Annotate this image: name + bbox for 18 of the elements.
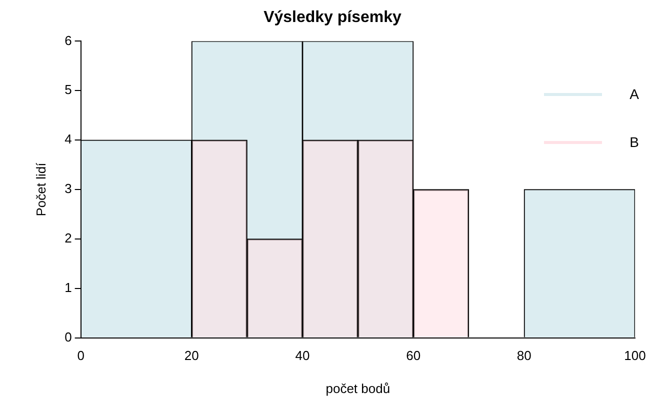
x-tick-label: 0: [77, 348, 84, 364]
legend-label: A: [630, 86, 639, 102]
y-tick-label: 2: [64, 230, 72, 246]
y-tick-label: 4: [64, 132, 72, 147]
x-axis-title: počet bodů: [326, 380, 390, 396]
y-tick-label: 1: [64, 280, 72, 295]
x-tick-label: 40: [295, 348, 310, 364]
chart-title: Výsledky písemky: [264, 9, 402, 26]
x-tick-label: 80: [516, 348, 532, 364]
y-tick-label: 3: [64, 181, 72, 196]
y-tick-label: 6: [64, 32, 72, 48]
legend-label: B: [630, 134, 639, 150]
y-axis-title: Počet lidí: [33, 162, 48, 216]
x-tick-label: 20: [184, 348, 199, 364]
x-tick-label: 100: [624, 348, 646, 364]
x-tick-label: 60: [406, 348, 421, 364]
y-tick-label: 0: [64, 329, 72, 344]
y-tick-label: 5: [64, 82, 72, 98]
